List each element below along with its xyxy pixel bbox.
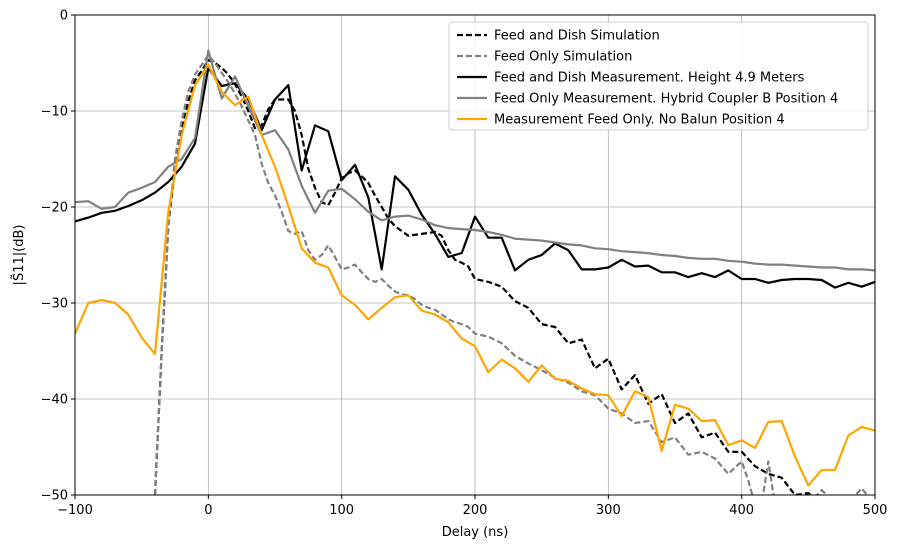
data-series xyxy=(75,49,875,495)
y-tick-label: −50 xyxy=(41,489,68,504)
x-axis-label: Delay (ns) xyxy=(442,525,509,540)
x-tick-label: 0 xyxy=(204,503,212,518)
legend-box xyxy=(448,21,869,131)
x-tick-label: 400 xyxy=(729,503,754,518)
series-line-3 xyxy=(75,66,875,289)
x-axis-ticks: −100 0 100 200 300 400 500 xyxy=(57,495,887,518)
y-axis-ticks: 0 −10 −20 −30 −40 −50 xyxy=(41,9,75,504)
x-tick-label: 500 xyxy=(863,503,888,518)
legend-label-5: Measurement Feed Only. No Balun Position… xyxy=(494,113,785,128)
legend-label-1: Feed and Dish Simulation xyxy=(494,29,660,44)
series-line-4 xyxy=(75,49,875,272)
legend-label-4: Feed Only Measurement. Hybrid Coupler B … xyxy=(494,92,838,107)
legend-label-2: Feed Only Simulation xyxy=(494,50,632,65)
x-tick-label: 300 xyxy=(596,503,621,518)
y-tick-label: 0 xyxy=(60,9,68,24)
series-line-1 xyxy=(153,58,815,495)
x-tick-label: 100 xyxy=(329,503,354,518)
y-tick-label: −30 xyxy=(41,297,68,312)
y-tick-label: −40 xyxy=(41,393,68,408)
y-tick-label: −10 xyxy=(41,105,68,120)
y-tick-label: −20 xyxy=(41,201,68,216)
legend-label-3: Feed and Dish Measurement. Height 4.9 Me… xyxy=(494,71,805,86)
x-tick-label: 200 xyxy=(463,503,488,518)
legend: Feed and Dish Simulation Feed Only Simula… xyxy=(448,21,869,131)
series-line-2 xyxy=(153,54,869,495)
series-line-5 xyxy=(75,63,875,487)
y-axis-label: |S̃11|(dB) xyxy=(12,225,27,286)
x-tick-label: −100 xyxy=(57,503,93,518)
